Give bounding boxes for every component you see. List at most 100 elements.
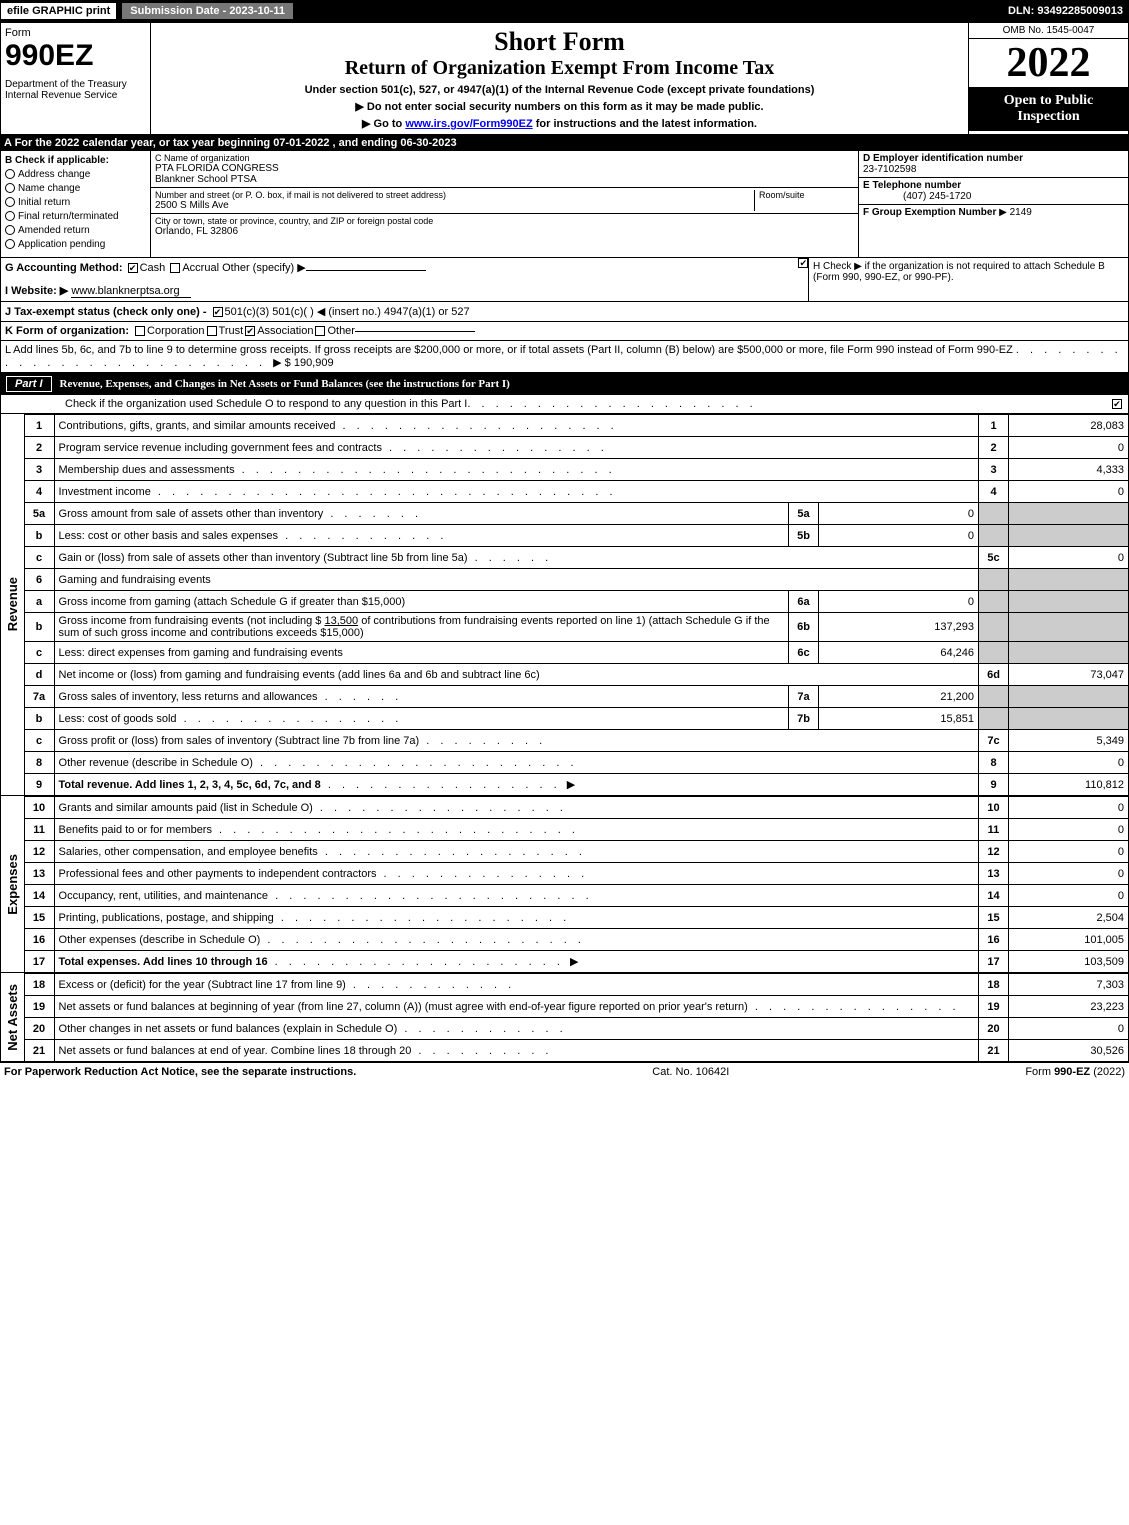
revenue-label: Revenue — [5, 577, 20, 631]
group-exemption: ▶ 2149 — [999, 207, 1032, 218]
revenue-table: 1Contributions, gifts, grants, and simil… — [24, 414, 1129, 796]
open-to-public: Open to Public Inspection — [969, 87, 1128, 131]
chk-final-return[interactable]: Final return/terminated — [5, 211, 146, 222]
line-12: 12Salaries, other compensation, and empl… — [24, 841, 1128, 863]
line-6b-amount: 13,500 — [324, 615, 358, 627]
line-7b: bLess: cost of goods sold . . . . . . . … — [24, 708, 1128, 730]
line-2: 2Program service revenue including gover… — [24, 437, 1128, 459]
h-schedule-b: H Check ▶ if the organization is not req… — [808, 258, 1128, 301]
chk-501c3[interactable] — [213, 307, 223, 317]
org-name-1: PTA FLORIDA CONGRESS — [155, 163, 854, 174]
header-left: Form 990EZ Department of the Treasury In… — [1, 23, 151, 134]
dln: DLN: 93492285009013 — [1008, 5, 1129, 17]
line-4: 4Investment income . . . . . . . . . . .… — [24, 481, 1128, 503]
line-13: 13Professional fees and other payments t… — [24, 863, 1128, 885]
submission-date: Submission Date - 2023-10-11 — [121, 2, 294, 20]
line-19: 19Net assets or fund balances at beginni… — [24, 996, 1128, 1018]
row-k: K Form of organization: Corporation Trus… — [0, 322, 1129, 341]
col-def: D Employer identification number 23-7102… — [858, 151, 1128, 257]
note2-post: for instructions and the latest informat… — [533, 118, 757, 130]
netassets-section: Net Assets 18Excess or (deficit) for the… — [0, 973, 1129, 1062]
note-ssn: ▶ Do not enter social security numbers o… — [155, 100, 964, 113]
note2-pre: ▶ Go to — [362, 118, 405, 130]
line-6a: aGross income from gaming (attach Schedu… — [24, 591, 1128, 613]
subtitle: Under section 501(c), 527, or 4947(a)(1)… — [155, 84, 964, 96]
b-header: B Check if applicable: — [5, 155, 146, 166]
block-bcdef: B Check if applicable: Address change Na… — [0, 151, 1129, 258]
line-6: 6Gaming and fundraising events — [24, 569, 1128, 591]
website-value: www.blanknerptsa.org — [71, 285, 191, 298]
addr-label: Number and street (or P. O. box, if mail… — [155, 190, 754, 200]
row-l: L Add lines 5b, 6c, and 7b to line 9 to … — [0, 341, 1129, 373]
line-21: 21Net assets or fund balances at end of … — [24, 1040, 1128, 1062]
header-mid: Short Form Return of Organization Exempt… — [151, 23, 968, 134]
footer-formref: Form 990-EZ (2022) — [1025, 1066, 1125, 1078]
org-city: Orlando, FL 32806 — [155, 226, 854, 237]
line-5a: 5aGross amount from sale of assets other… — [24, 503, 1128, 525]
header-right: OMB No. 1545-0047 2022 Open to Public In… — [968, 23, 1128, 134]
city-label: City or town, state or province, country… — [155, 216, 854, 226]
line-3: 3Membership dues and assessments . . . .… — [24, 459, 1128, 481]
line-16: 16Other expenses (describe in Schedule O… — [24, 929, 1128, 951]
netassets-label: Net Assets — [5, 984, 20, 1051]
c-name-label: C Name of organization — [155, 153, 854, 163]
footer-left: For Paperwork Reduction Act Notice, see … — [4, 1066, 356, 1078]
chk-trust[interactable] — [207, 326, 217, 336]
line-15: 15Printing, publications, postage, and s… — [24, 907, 1128, 929]
chk-initial-return[interactable]: Initial return — [5, 197, 146, 208]
topbar: efile GRAPHIC print Submission Date - 20… — [0, 0, 1129, 22]
chk-other[interactable] — [315, 326, 325, 336]
line-7c: cGross profit or (loss) from sales of in… — [24, 730, 1128, 752]
part1-header: Part I Revenue, Expenses, and Changes in… — [0, 373, 1129, 395]
chk-schedule-o[interactable] — [1112, 399, 1122, 409]
chk-name-change[interactable]: Name change — [5, 183, 146, 194]
line-6c: cLess: direct expenses from gaming and f… — [24, 642, 1128, 664]
g-accounting: G Accounting Method: Cash Accrual Other … — [1, 258, 808, 301]
line-14: 14Occupancy, rent, utilities, and mainte… — [24, 885, 1128, 907]
line-18: 18Excess or (deficit) for the year (Subt… — [24, 974, 1128, 996]
line-6d: dNet income or (loss) from gaming and fu… — [24, 664, 1128, 686]
footer: For Paperwork Reduction Act Notice, see … — [0, 1062, 1129, 1081]
form-number: 990EZ — [5, 39, 146, 73]
line-5b: bLess: cost or other basis and sales exp… — [24, 525, 1128, 547]
chk-schedule-b[interactable] — [798, 258, 808, 268]
form-label: Form — [5, 27, 146, 39]
line-11: 11Benefits paid to or for members . . . … — [24, 819, 1128, 841]
chk-address-change[interactable]: Address change — [5, 169, 146, 180]
line-1: 1Contributions, gifts, grants, and simil… — [24, 415, 1128, 437]
chk-corporation[interactable] — [135, 326, 145, 336]
line-6b: bGross income from fundraising events (n… — [24, 613, 1128, 642]
expenses-table: 10Grants and similar amounts paid (list … — [24, 796, 1129, 973]
col-c-org: C Name of organization PTA FLORIDA CONGR… — [151, 151, 858, 257]
title-return: Return of Organization Exempt From Incom… — [155, 57, 964, 80]
line-8: 8Other revenue (describe in Schedule O) … — [24, 752, 1128, 774]
room-label: Room/suite — [759, 190, 854, 200]
chk-cash[interactable] — [128, 263, 138, 273]
part1-title: Revenue, Expenses, and Changes in Net As… — [60, 378, 510, 390]
line-20: 20Other changes in net assets or fund ba… — [24, 1018, 1128, 1040]
chk-application-pending[interactable]: Application pending — [5, 239, 146, 250]
row-a-period: A For the 2022 calendar year, or tax yea… — [0, 135, 1129, 151]
netassets-table: 18Excess or (deficit) for the year (Subt… — [24, 973, 1129, 1062]
line-5c: cGain or (loss) from sale of assets othe… — [24, 547, 1128, 569]
chk-amended-return[interactable]: Amended return — [5, 225, 146, 236]
j-options: 501(c)(3) 501(c)( ) ◀ (insert no.) 4947(… — [225, 305, 470, 318]
line-7a: 7aGross sales of inventory, less returns… — [24, 686, 1128, 708]
f-label: F Group Exemption Number — [863, 207, 996, 218]
irs-link[interactable]: www.irs.gov/Form990EZ — [405, 118, 532, 130]
title-short-form: Short Form — [155, 27, 964, 57]
chk-accrual[interactable] — [170, 263, 180, 273]
form-header: Form 990EZ Department of the Treasury In… — [0, 22, 1129, 135]
chk-association[interactable] — [245, 326, 255, 336]
dept-label: Department of the Treasury Internal Reve… — [5, 79, 146, 101]
ein-value: 23-7102598 — [863, 164, 916, 175]
gross-receipts: ▶ $ 190,909 — [273, 357, 333, 369]
d-label: D Employer identification number — [863, 153, 1023, 164]
expenses-section: Expenses 10Grants and similar amounts pa… — [0, 796, 1129, 973]
note-link: ▶ Go to www.irs.gov/Form990EZ for instru… — [155, 117, 964, 130]
row-j: J Tax-exempt status (check only one) - 5… — [0, 302, 1129, 322]
e-label: E Telephone number — [863, 180, 961, 191]
efile-print-label[interactable]: efile GRAPHIC print — [0, 2, 117, 20]
line-17: 17Total expenses. Add lines 10 through 1… — [24, 951, 1128, 973]
footer-catno: Cat. No. 10642I — [652, 1066, 729, 1078]
